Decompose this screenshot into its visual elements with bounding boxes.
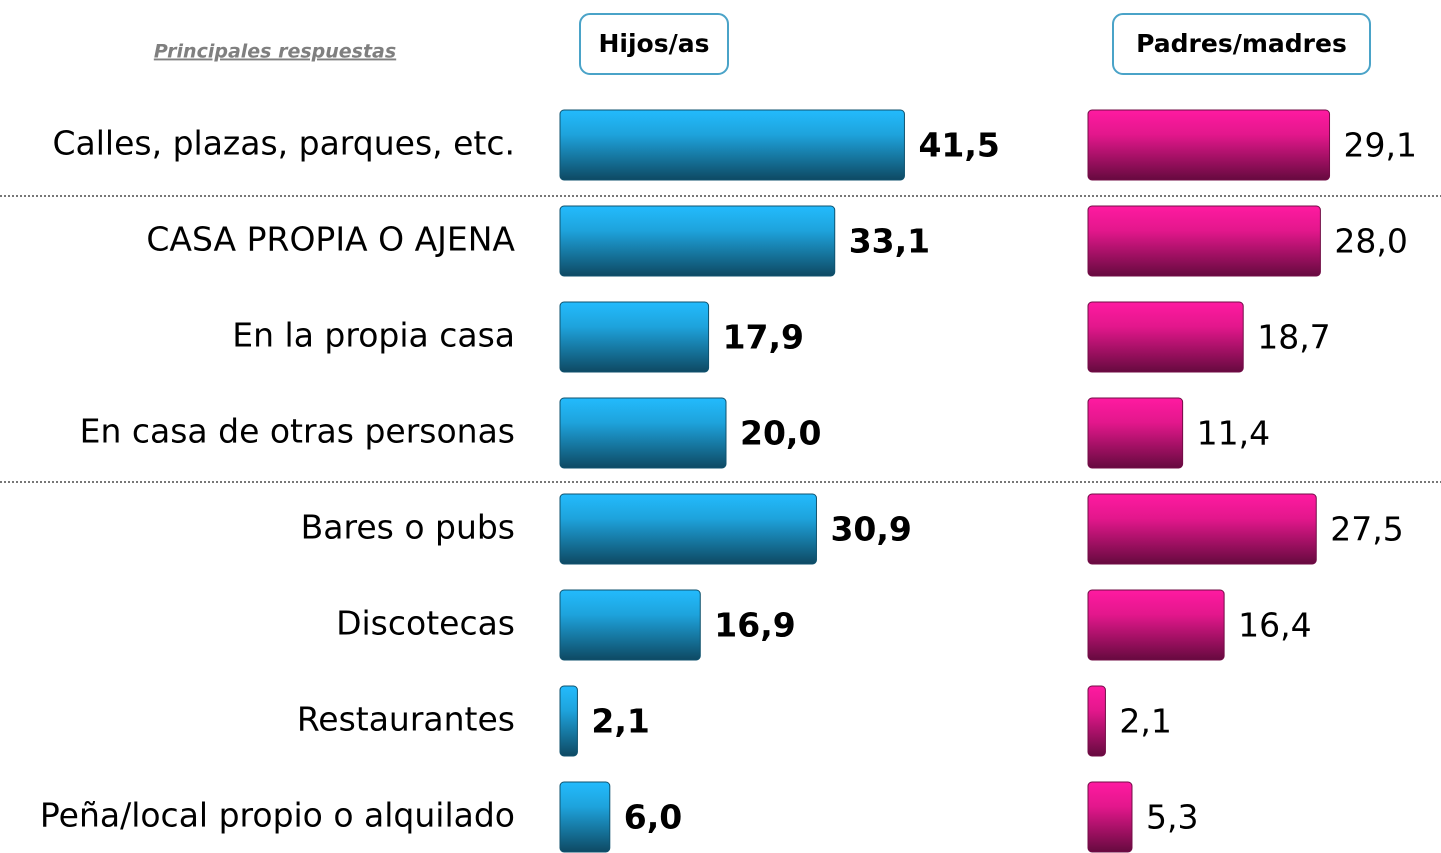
category-label: Peña/local propio o alquilado <box>40 796 515 835</box>
value-label: 28,0 <box>1334 222 1407 261</box>
value-label: 16,4 <box>1238 606 1311 645</box>
bar <box>1087 493 1317 565</box>
value-label: 2,1 <box>1119 702 1171 741</box>
value-label: 18,7 <box>1257 318 1330 357</box>
value-label: 5,3 <box>1146 798 1198 837</box>
category-label: CASA PROPIA O AJENA <box>146 220 515 259</box>
value-label: 20,0 <box>740 414 821 453</box>
value-label: 30,9 <box>830 510 911 549</box>
value-label: 27,5 <box>1330 510 1403 549</box>
bar <box>1087 397 1184 469</box>
value-label: 17,9 <box>723 318 804 357</box>
bar <box>1087 205 1321 277</box>
value-label: 33,1 <box>849 222 930 261</box>
bar <box>559 589 701 661</box>
value-label: 16,9 <box>714 606 795 645</box>
category-label: Restaurantes <box>297 700 515 739</box>
value-label: 2,1 <box>591 702 649 741</box>
category-label: En la propia casa <box>232 316 515 355</box>
bar <box>1087 685 1106 757</box>
category-label: Calles, plazas, parques, etc. <box>53 124 516 163</box>
bar <box>559 301 710 373</box>
series-header: Hijos/as <box>599 29 710 58</box>
value-label: 6,0 <box>624 798 682 837</box>
bar <box>559 781 611 853</box>
subtitle: Principales respuestas <box>154 41 396 63</box>
bar <box>1087 109 1331 181</box>
bar <box>1087 781 1133 853</box>
series-header-box <box>1112 13 1371 75</box>
bar <box>559 685 578 757</box>
value-label: 41,5 <box>918 126 999 165</box>
bar <box>559 205 836 277</box>
category-label: En casa de otras personas <box>80 412 515 451</box>
value-label: 29,1 <box>1344 126 1417 165</box>
bar <box>559 493 817 565</box>
value-label: 11,4 <box>1197 414 1270 453</box>
bar <box>1087 589 1225 661</box>
bar <box>559 109 905 181</box>
series-header-box <box>579 13 729 75</box>
category-label: Discotecas <box>336 604 515 643</box>
bar <box>559 397 727 469</box>
bar <box>1087 301 1244 373</box>
series-header: Padres/madres <box>1136 29 1347 58</box>
category-label: Bares o pubs <box>301 508 515 547</box>
